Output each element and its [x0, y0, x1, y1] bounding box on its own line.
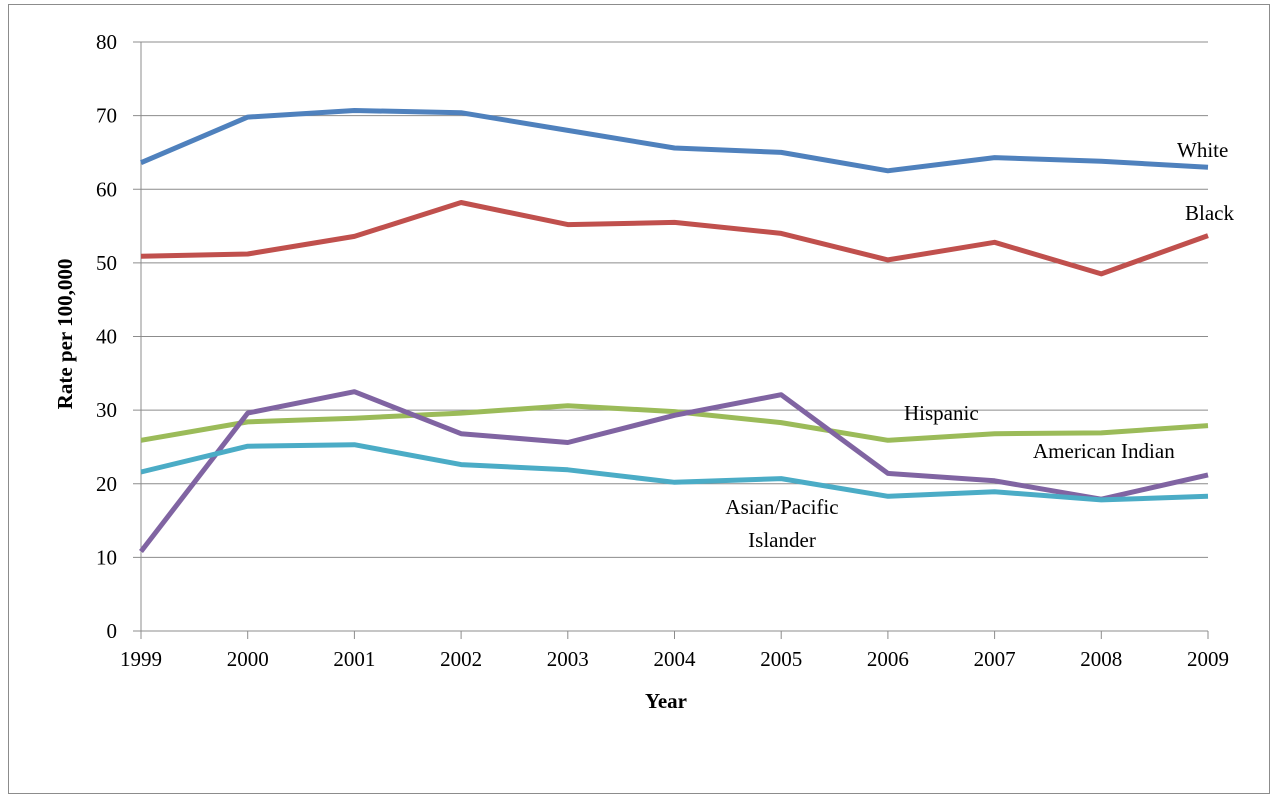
- y-axis-ticks: 0 10 20 30 40 50 60 70 80: [96, 30, 141, 643]
- series-lines: [141, 110, 1208, 551]
- x-tick-label: 2000: [227, 647, 269, 671]
- y-tick-label: 70: [96, 104, 117, 128]
- x-tick-label: 2004: [654, 647, 697, 671]
- x-axis-title: Year: [645, 689, 687, 713]
- x-axis-ticks: 1999 2000 2001 2002 2003 2004 2005 2006 2007 2008…: [120, 631, 1229, 671]
- gridlines: [141, 42, 1208, 631]
- y-tick-label: 10: [96, 545, 117, 569]
- y-tick-label: 40: [96, 325, 117, 349]
- y-tick-label: 20: [96, 472, 117, 496]
- x-tick-label: 2002: [440, 647, 482, 671]
- x-tick-label: 2007: [974, 647, 1016, 671]
- series-label-hispanic: Hispanic: [904, 401, 979, 425]
- x-tick-label: 2008: [1080, 647, 1122, 671]
- x-tick-label: 1999: [120, 647, 162, 671]
- series-label-american-indian: American Indian: [1033, 439, 1175, 463]
- y-tick-label: 0: [107, 619, 118, 643]
- series-line-american-indian: [141, 392, 1208, 552]
- series-line-white: [141, 111, 1208, 171]
- series-label-asian-line1: Asian/Pacific: [725, 495, 838, 519]
- x-tick-label: 2009: [1187, 647, 1229, 671]
- y-tick-label: 60: [96, 177, 117, 201]
- y-tick-label: 30: [96, 398, 117, 422]
- x-tick-label: 2001: [333, 647, 375, 671]
- x-tick-label: 2003: [547, 647, 589, 671]
- x-tick-label: 2006: [867, 647, 909, 671]
- series-line-hispanic: [141, 406, 1208, 441]
- x-tick-label: 2005: [760, 647, 802, 671]
- y-axis-title: Rate per 100,000: [53, 259, 77, 410]
- series-label-asian-line2: Islander: [748, 528, 816, 552]
- y-tick-label: 80: [96, 30, 117, 54]
- line-chart: 0 10 20 30 40 50 60 70 80 1999 2000 2001 2002 2003 20…: [0, 0, 1276, 759]
- series-label-black: Black: [1185, 201, 1234, 225]
- series-label-white: White: [1177, 138, 1228, 162]
- y-tick-label: 50: [96, 251, 117, 275]
